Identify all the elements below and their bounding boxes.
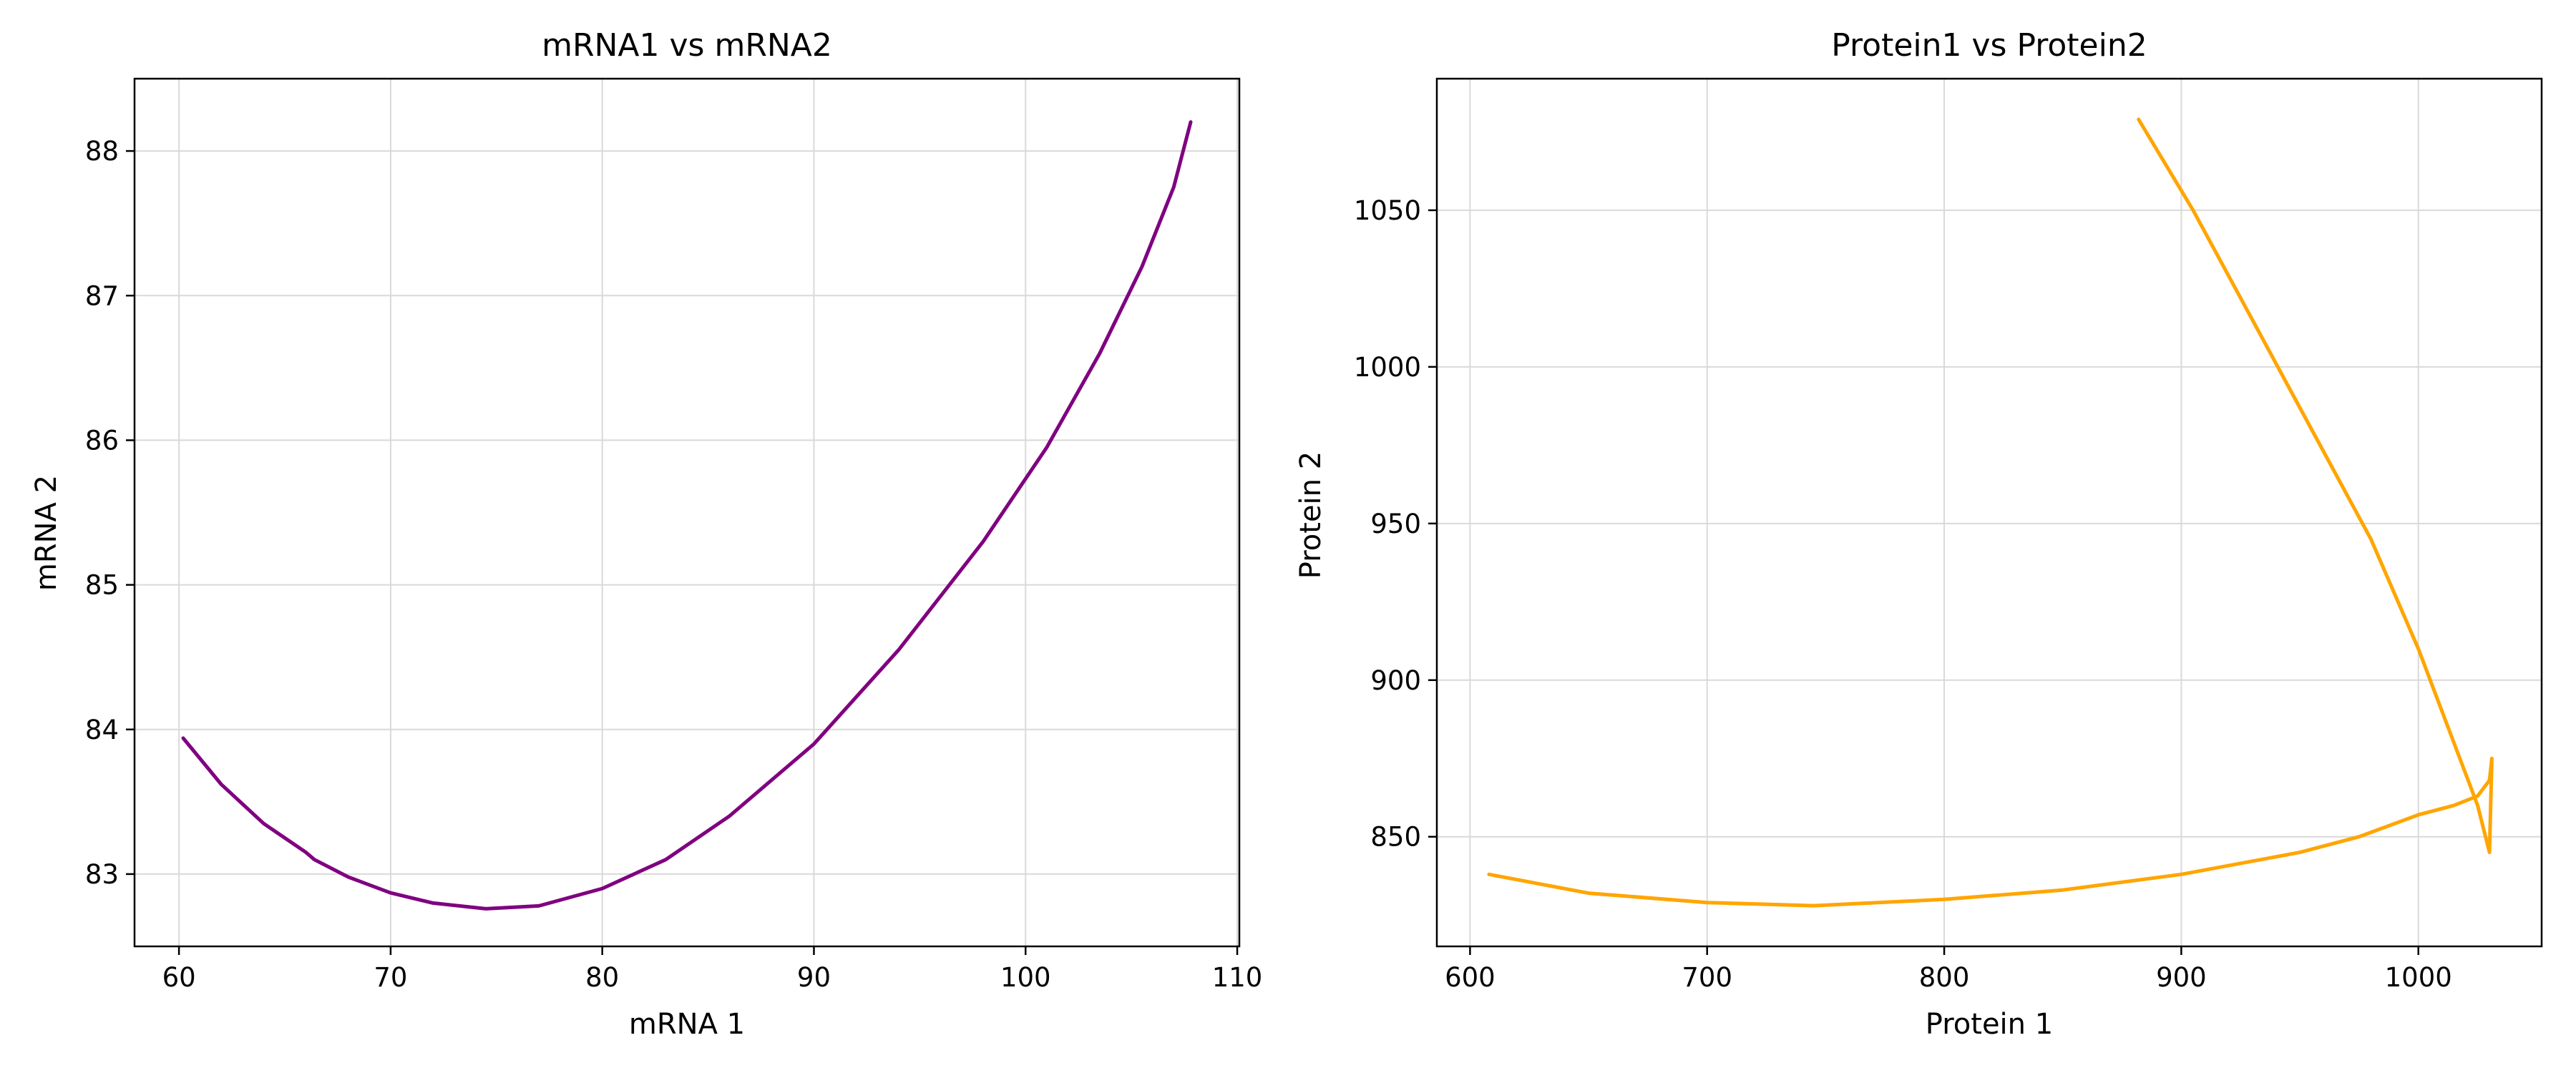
x-axis-label: Protein 1 xyxy=(1926,1008,2053,1041)
y-tick-label: 950 xyxy=(1370,509,1421,539)
x-tick-label: 900 xyxy=(2156,962,2207,993)
x-tick-label: 1000 xyxy=(2385,962,2452,993)
x-axis-label: mRNA 1 xyxy=(629,1008,745,1041)
y-axis-label: mRNA 2 xyxy=(30,475,63,591)
x-tick-label: 800 xyxy=(1919,962,1970,993)
y-tick-label: 1050 xyxy=(1354,195,1421,226)
chart-title: Protein1 vs Protein2 xyxy=(1831,27,2147,64)
x-tick-label: 80 xyxy=(585,962,619,993)
plot-frame xyxy=(1435,77,2543,948)
x-tick-label: 600 xyxy=(1445,962,1496,993)
y-tick-label: 850 xyxy=(1370,822,1421,853)
y-tick-label: 900 xyxy=(1370,665,1421,696)
y-tick-label: 85 xyxy=(85,570,119,601)
x-tick-label: 110 xyxy=(1212,962,1263,993)
y-axis-label: Protein 2 xyxy=(1294,451,1327,579)
y-tick-label: 83 xyxy=(85,859,119,890)
x-tick-label: 60 xyxy=(162,962,196,993)
y-tick-label: 87 xyxy=(85,280,119,311)
series-line xyxy=(1487,117,2494,908)
y-tick-label: 1000 xyxy=(1354,352,1421,383)
protein-chart: Protein1 vs Protein2 Protein 1 Protein 2… xyxy=(1294,27,2543,1041)
y-tick-label: 88 xyxy=(85,136,119,167)
y-tick-label: 86 xyxy=(85,425,119,456)
x-tick-label: 700 xyxy=(1682,962,1732,993)
chart-title: mRNA1 vs mRNA2 xyxy=(542,27,832,64)
series-line xyxy=(181,120,1193,911)
x-tick-label: 90 xyxy=(797,962,831,993)
mrna-chart: mRNA1 vs mRNA2 mRNA 1 mRNA 2 60 70 80 90 100… xyxy=(30,27,1262,1041)
x-tick-label: 100 xyxy=(1000,962,1051,993)
y-tick-label: 84 xyxy=(85,715,119,745)
x-tick-label: 70 xyxy=(374,962,407,993)
plot-frame xyxy=(133,77,1241,948)
